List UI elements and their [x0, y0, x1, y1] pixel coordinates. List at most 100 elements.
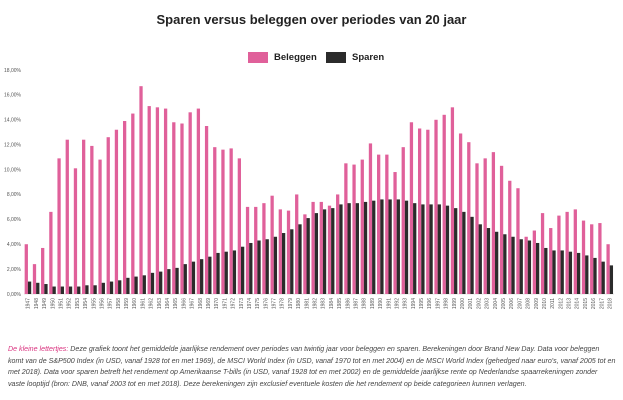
bar-beleggen — [434, 119, 438, 294]
bar-beleggen — [311, 201, 315, 294]
footnote-lead: De kleine lettertjes: — [8, 345, 69, 353]
x-tick-label: 2001 — [468, 298, 474, 309]
bar-sparen — [118, 280, 122, 294]
bar-beleggen — [581, 220, 586, 294]
y-tick-label: 14,00% — [4, 118, 22, 124]
bar-sparen — [535, 242, 540, 294]
x-tick-label: 1996 — [427, 298, 433, 309]
bar-beleggen — [458, 133, 463, 294]
bar-sparen — [421, 204, 425, 294]
bar-sparen — [576, 252, 581, 294]
bar-beleggen — [24, 244, 28, 294]
bar-beleggen — [262, 203, 266, 294]
bar-sparen — [85, 285, 89, 294]
bar-sparen — [306, 218, 310, 294]
bar-beleggen — [204, 126, 209, 294]
bar-beleggen — [516, 188, 520, 294]
bar-sparen — [281, 233, 286, 294]
x-tick-label: 1959 — [124, 298, 130, 309]
bar-sparen — [380, 199, 384, 294]
bar-beleggen — [532, 230, 536, 294]
bar-sparen — [224, 251, 228, 294]
y-tick-label: 4,00% — [7, 242, 22, 248]
x-tick-label: 2007 — [517, 298, 523, 309]
bar-beleggen — [270, 195, 274, 294]
bar-sparen — [544, 247, 548, 294]
x-tick-label: 1954 — [83, 298, 89, 309]
bar-beleggen — [32, 264, 37, 294]
bar-sparen — [175, 267, 179, 294]
bar-beleggen — [483, 158, 487, 294]
bar-sparen — [322, 209, 327, 294]
bar-beleggen — [188, 112, 192, 294]
y-tick-label: 6,00% — [7, 217, 22, 223]
bar-sparen — [527, 240, 532, 294]
bar-beleggen — [409, 122, 414, 294]
bar-beleggen — [49, 211, 53, 294]
x-tick-label: 1989 — [370, 298, 376, 309]
bar-sparen — [257, 240, 261, 294]
bar-sparen — [363, 201, 368, 294]
bar-sparen — [519, 239, 523, 294]
x-tick-label: 1947 — [26, 298, 32, 309]
bar-sparen — [585, 255, 589, 294]
bar-beleggen — [303, 214, 307, 294]
bar-beleggen — [368, 143, 373, 294]
bar-beleggen — [352, 164, 356, 294]
bar-beleggen — [213, 147, 217, 294]
bar-beleggen — [573, 209, 577, 294]
bar-beleggen — [98, 159, 102, 294]
bar-sparen — [240, 246, 245, 294]
x-tick-label: 1998 — [444, 298, 450, 309]
x-tick-label: 2008 — [526, 298, 532, 309]
bar-beleggen — [196, 108, 201, 294]
bar-sparen — [503, 234, 507, 294]
x-tick-label: 2013 — [567, 298, 573, 309]
x-tick-label: 2009 — [534, 298, 540, 309]
bar-sparen — [462, 211, 466, 294]
y-tick-label: 12,00% — [4, 142, 22, 148]
bar-sparen — [454, 208, 458, 294]
bar-sparen — [150, 272, 155, 294]
bar-sparen — [593, 257, 597, 294]
x-tick-label: 1988 — [362, 298, 368, 309]
bar-beleggen — [557, 215, 561, 294]
x-tick-label: 1970 — [214, 298, 220, 309]
legend: Beleggen Sparen — [0, 50, 623, 64]
x-tick-label: 1991 — [386, 298, 392, 309]
bar-sparen — [413, 203, 417, 294]
x-tick-label: 1994 — [411, 298, 417, 309]
bar-beleggen — [172, 122, 176, 294]
bar-sparen — [429, 204, 433, 294]
bar-sparen — [314, 213, 319, 294]
x-tick-label: 1953 — [75, 298, 81, 309]
x-tick-label: 1963 — [157, 298, 163, 309]
bar-sparen — [560, 250, 564, 294]
x-tick-label: 1999 — [452, 298, 458, 309]
bar-beleggen — [139, 86, 143, 295]
legend-swatch-beleggen — [248, 51, 268, 63]
legend-label-sparen: Sparen — [352, 51, 385, 63]
x-tick-label: 1987 — [353, 298, 359, 309]
bar-beleggen — [377, 154, 381, 294]
bar-beleggen — [508, 180, 512, 294]
x-tick-label: 2017 — [599, 298, 605, 309]
bar-sparen — [273, 236, 278, 294]
bar-sparen — [167, 269, 171, 294]
bar-beleggen — [254, 206, 258, 294]
bar-sparen — [339, 204, 343, 294]
bar-beleggen — [565, 211, 569, 294]
x-tick-label: 1964 — [165, 298, 171, 309]
legend-swatch-sparen — [326, 51, 346, 63]
x-tick-label: 2002 — [476, 298, 482, 309]
bar-beleggen — [106, 137, 110, 294]
x-tick-label: 1982 — [313, 298, 319, 309]
bar-sparen — [191, 261, 196, 294]
x-tick-label: 2014 — [575, 298, 581, 309]
bar-sparen — [52, 286, 56, 294]
bar-beleggen — [237, 158, 241, 294]
x-tick-label: 1967 — [190, 298, 196, 309]
y-tick-label: 10,00% — [4, 167, 22, 173]
y-tick-label: 0,00% — [7, 292, 22, 298]
bar-beleggen — [147, 106, 151, 294]
